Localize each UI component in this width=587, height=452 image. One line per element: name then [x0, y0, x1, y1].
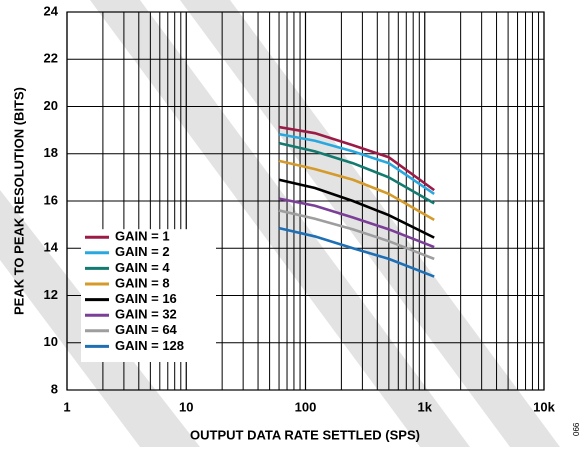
series-line [278, 141, 435, 205]
y-tick-label: 22 [44, 51, 58, 66]
y-tick-label: 24 [44, 3, 59, 18]
legend-label: GAIN = 64 [115, 322, 178, 337]
y-tick-label: 8 [51, 381, 58, 396]
series-line [278, 226, 435, 278]
legend-label: GAIN = 16 [115, 291, 177, 306]
legend-label: GAIN = 2 [115, 244, 170, 259]
y-tick-label: 12 [44, 287, 58, 302]
x-tick-label: 10k [533, 399, 555, 414]
x-axis-title: OUTPUT DATA RATE SETTLED (SPS) [190, 427, 420, 442]
x-tick-label: 1k [418, 399, 433, 414]
y-tick-label: 14 [44, 240, 59, 255]
watermark [90, 0, 470, 447]
legend-label: GAIN = 8 [115, 275, 170, 290]
x-tick-label: 1 [63, 399, 70, 414]
series-line [278, 125, 435, 192]
figure-id: 066 [572, 422, 581, 436]
legend-label: GAIN = 4 [115, 260, 170, 275]
x-tick-label: 100 [295, 399, 317, 414]
legend-label: GAIN = 32 [115, 307, 177, 322]
y-tick-label: 20 [44, 98, 58, 113]
series-line [278, 132, 435, 195]
series-line [278, 159, 435, 222]
y-axis-title: PEAK TO PEAK RESOLUTION (BITS) [11, 87, 26, 315]
series-line [278, 178, 435, 239]
x-tick-label: 10 [179, 399, 193, 414]
series-line [278, 209, 435, 261]
legend-label: GAIN = 128 [115, 338, 184, 353]
legend-label: GAIN = 1 [115, 229, 170, 244]
series-line [278, 197, 435, 249]
plot-frame [66, 11, 545, 391]
y-tick-label: 10 [44, 334, 58, 349]
y-tick-label: 18 [44, 145, 58, 160]
y-tick-label: 16 [44, 192, 58, 207]
